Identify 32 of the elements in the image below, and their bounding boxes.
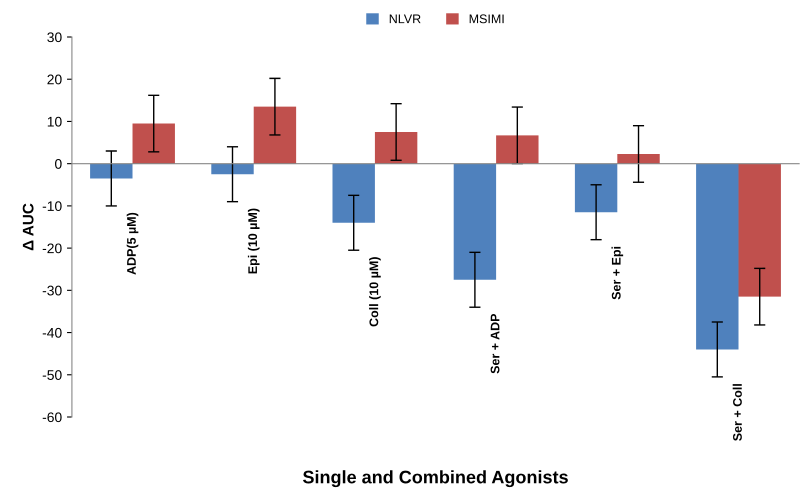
legend-label: MSIMI (470, 14, 504, 24)
y-tick-label: 0 (55, 159, 62, 169)
bar (254, 106, 296, 164)
bar (90, 164, 133, 178)
bar (617, 154, 660, 164)
x-tick-label: Ser + Coll (732, 384, 742, 441)
y-tick-label: 30 (47, 32, 62, 42)
y-tick-label: 20 (47, 74, 62, 84)
x-tick-label: Ser + Epi (611, 246, 624, 300)
y-tick-label: -60 (42, 412, 62, 422)
bar (696, 164, 739, 350)
bar (374, 132, 418, 164)
bar (738, 164, 781, 297)
x-tick-label: ADP(5 µM) (126, 212, 138, 275)
y-tick-label: -10 (42, 201, 62, 212)
bar (211, 164, 254, 174)
legend-label: NLVR (390, 14, 421, 24)
bar (332, 164, 375, 223)
y-tick-label: -20 (42, 243, 62, 254)
y-tick-label: -30 (42, 286, 62, 296)
y-tick-label: 10 (48, 116, 62, 127)
bar (496, 135, 539, 164)
bar (132, 124, 175, 164)
x-tick-label: Coll (10 µM) (369, 257, 381, 326)
bar (574, 164, 618, 212)
x-axis-title: Single and Combined Agonists (302, 470, 568, 488)
y-tick-label: -40 (42, 328, 62, 338)
y-axis-title: Δ AUC (22, 204, 34, 250)
y-tick-label: -50 (42, 370, 62, 380)
x-tick-label: Ser + ADP (490, 314, 500, 374)
x-tick-label: Epi (10 µM) (248, 208, 260, 274)
bar (454, 164, 496, 280)
